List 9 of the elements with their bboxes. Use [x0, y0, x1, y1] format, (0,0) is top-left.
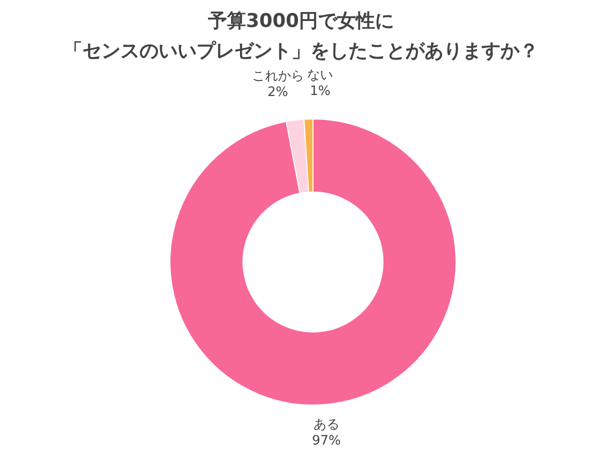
chart-title: 予算3000円で女性に	[207, 10, 394, 32]
data-label: 1%	[310, 84, 331, 100]
donut-slice	[170, 118, 456, 406]
slice-label: ある	[313, 417, 340, 432]
data-label: 2%	[268, 85, 288, 100]
slice-label: ない	[307, 68, 334, 84]
chart-subtitle: 「センスのいいプレゼント」をしたことがありますか？	[64, 40, 538, 62]
slice-label: これから	[252, 69, 304, 84]
data-label: 97%	[312, 433, 341, 448]
